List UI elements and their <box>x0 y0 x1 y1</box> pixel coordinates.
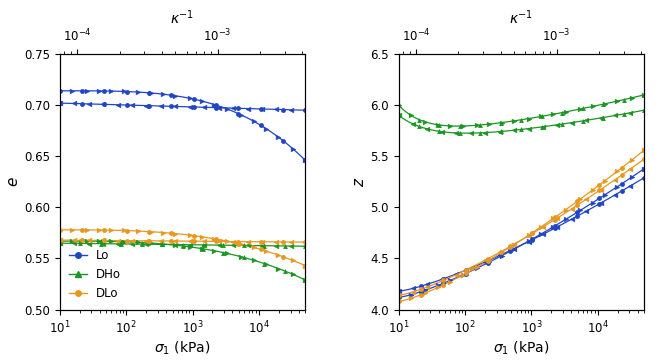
X-axis label: $\sigma_1$ (kPa): $\sigma_1$ (kPa) <box>493 340 550 357</box>
X-axis label: $\kappa^{-1}$: $\kappa^{-1}$ <box>509 8 533 27</box>
X-axis label: $\kappa^{-1}$: $\kappa^{-1}$ <box>171 8 195 27</box>
Legend: Lo, DHo, DLo: Lo, DHo, DLo <box>66 246 125 304</box>
X-axis label: $\sigma_1$ (kPa): $\sigma_1$ (kPa) <box>154 340 210 357</box>
Y-axis label: $e$: $e$ <box>6 176 21 187</box>
Y-axis label: $z$: $z$ <box>353 177 367 187</box>
